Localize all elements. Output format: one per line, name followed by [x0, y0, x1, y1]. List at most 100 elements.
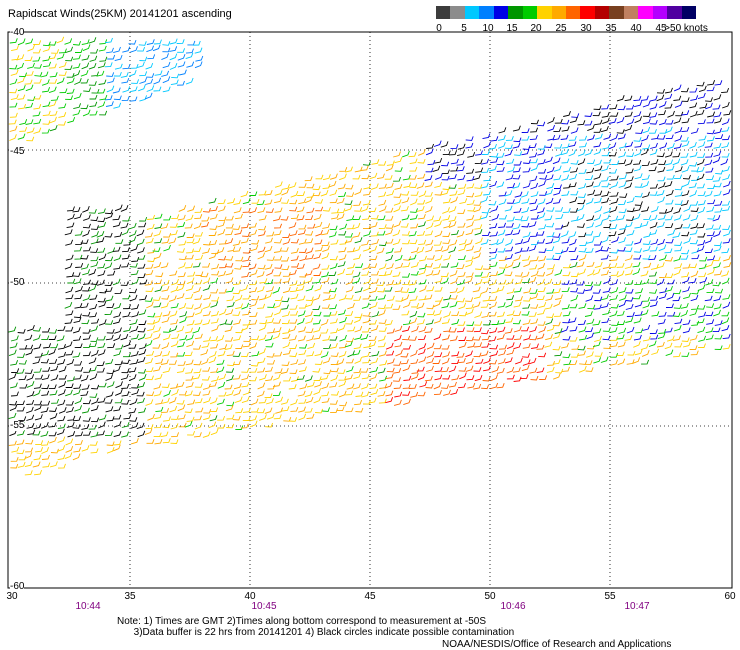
wind-barb	[336, 213, 345, 221]
wind-barb	[232, 289, 241, 295]
wind-barb	[265, 342, 274, 348]
wind-barb	[154, 413, 163, 420]
wind-barb	[296, 206, 305, 213]
wind-barb	[233, 207, 242, 214]
wind-barb	[33, 454, 42, 461]
wind-barb	[504, 190, 513, 197]
wind-barb	[49, 110, 58, 117]
wind-barb	[673, 325, 682, 332]
wind-barb	[384, 319, 393, 326]
wind-barb	[176, 293, 185, 300]
wind-barb	[530, 158, 538, 164]
wind-barb	[185, 52, 194, 60]
wind-barb	[11, 368, 20, 373]
wind-barb	[65, 400, 74, 406]
wind-barb	[185, 263, 194, 269]
wind-barb	[10, 360, 19, 366]
wind-barb	[129, 417, 138, 422]
wind-barb	[528, 143, 537, 148]
wind-barb	[113, 95, 122, 101]
wind-barb	[714, 320, 723, 326]
wind-barb	[192, 373, 201, 380]
wind-barb	[635, 328, 644, 334]
wind-barb	[616, 262, 625, 268]
wind-barb	[202, 390, 211, 396]
wind-barb	[665, 126, 673, 134]
wind-barb	[633, 111, 642, 118]
wind-barb	[618, 300, 627, 308]
wind-barb	[361, 270, 370, 276]
wind-barb	[505, 253, 513, 260]
wind-barb	[529, 198, 538, 205]
wind-barb	[33, 423, 42, 430]
wind-barb	[176, 367, 185, 374]
wind-barb	[481, 272, 490, 278]
wind-barb	[113, 311, 122, 318]
wind-barb	[659, 142, 668, 150]
wind-barb	[137, 247, 145, 254]
wind-barb	[104, 95, 113, 101]
wind-barb	[24, 79, 33, 85]
wind-barb	[689, 190, 698, 198]
wind-barb	[242, 198, 251, 205]
wind-barb	[458, 336, 467, 341]
wind-barb	[722, 101, 730, 109]
wind-barb	[74, 78, 82, 85]
wind-barb	[25, 70, 34, 76]
wind-barb	[529, 326, 538, 333]
wind-barb	[530, 256, 539, 262]
wind-barb	[483, 320, 492, 326]
wind-barb	[235, 425, 244, 430]
wind-barb	[17, 461, 26, 468]
wind-barb	[137, 397, 145, 404]
wind-barb	[497, 135, 506, 141]
wind-barb	[418, 356, 427, 363]
wind-barb	[552, 288, 561, 294]
wind-barb	[225, 277, 234, 284]
wind-barb	[568, 141, 577, 148]
wind-barb	[161, 383, 170, 388]
wind-barb	[210, 336, 219, 342]
wind-barb	[138, 349, 147, 356]
wind-barb	[426, 357, 435, 364]
wind-barb	[497, 326, 506, 333]
wind-barb	[657, 214, 666, 221]
wind-barb	[19, 119, 28, 126]
wind-barb	[722, 301, 731, 309]
wind-barb	[337, 208, 346, 214]
wind-barb	[34, 400, 42, 406]
wind-barb	[67, 431, 76, 438]
wind-barb	[97, 349, 106, 356]
wind-barb	[162, 310, 171, 317]
wind-barb	[58, 407, 67, 414]
wind-barb	[624, 159, 633, 166]
wind-barb	[456, 327, 465, 333]
wind-barb	[458, 239, 467, 246]
wind-barb	[440, 272, 449, 278]
wind-barb	[664, 248, 673, 254]
wind-barb	[713, 295, 722, 302]
wind-barb	[457, 209, 466, 214]
wind-barb	[385, 224, 394, 229]
wind-barb	[209, 397, 218, 405]
wind-barb	[187, 40, 196, 46]
wind-barb	[185, 381, 194, 388]
wind-barb	[642, 324, 651, 331]
wind-barb	[58, 61, 67, 69]
wind-barb	[696, 318, 705, 324]
wind-barb	[569, 360, 578, 365]
wind-barb	[587, 269, 595, 277]
wind-barb	[523, 334, 531, 341]
wind-barb	[82, 44, 91, 52]
wind-barb	[194, 333, 203, 340]
wind-barb	[226, 368, 235, 373]
wind-barb	[57, 326, 66, 331]
wind-barb	[427, 159, 436, 166]
wind-barb	[715, 134, 724, 140]
wind-barb	[401, 310, 410, 316]
wind-barb	[640, 95, 649, 101]
wind-barb	[89, 294, 98, 300]
wind-barb	[394, 183, 403, 190]
wind-barb	[56, 77, 65, 85]
wind-barb	[522, 237, 531, 244]
